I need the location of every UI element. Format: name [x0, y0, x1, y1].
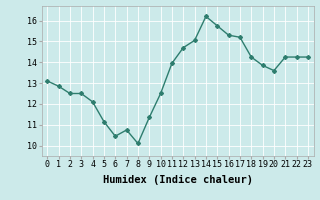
X-axis label: Humidex (Indice chaleur): Humidex (Indice chaleur) — [103, 175, 252, 185]
